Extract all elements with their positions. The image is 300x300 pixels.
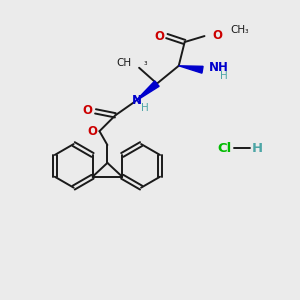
Text: CH: CH bbox=[116, 58, 131, 68]
Text: H: H bbox=[251, 142, 262, 154]
Text: CH: CH bbox=[230, 25, 245, 35]
Polygon shape bbox=[135, 81, 159, 101]
Text: NH: NH bbox=[208, 61, 228, 74]
Text: O: O bbox=[154, 30, 164, 43]
Text: O: O bbox=[82, 104, 93, 117]
Text: H: H bbox=[141, 103, 149, 113]
Text: H: H bbox=[220, 71, 228, 81]
Text: N: N bbox=[132, 94, 142, 107]
Text: O: O bbox=[88, 125, 98, 138]
Text: ₃: ₃ bbox=[244, 26, 248, 34]
Polygon shape bbox=[179, 66, 203, 73]
Text: Cl: Cl bbox=[217, 142, 231, 154]
Text: ₃: ₃ bbox=[143, 58, 147, 67]
Text: O: O bbox=[212, 28, 222, 42]
